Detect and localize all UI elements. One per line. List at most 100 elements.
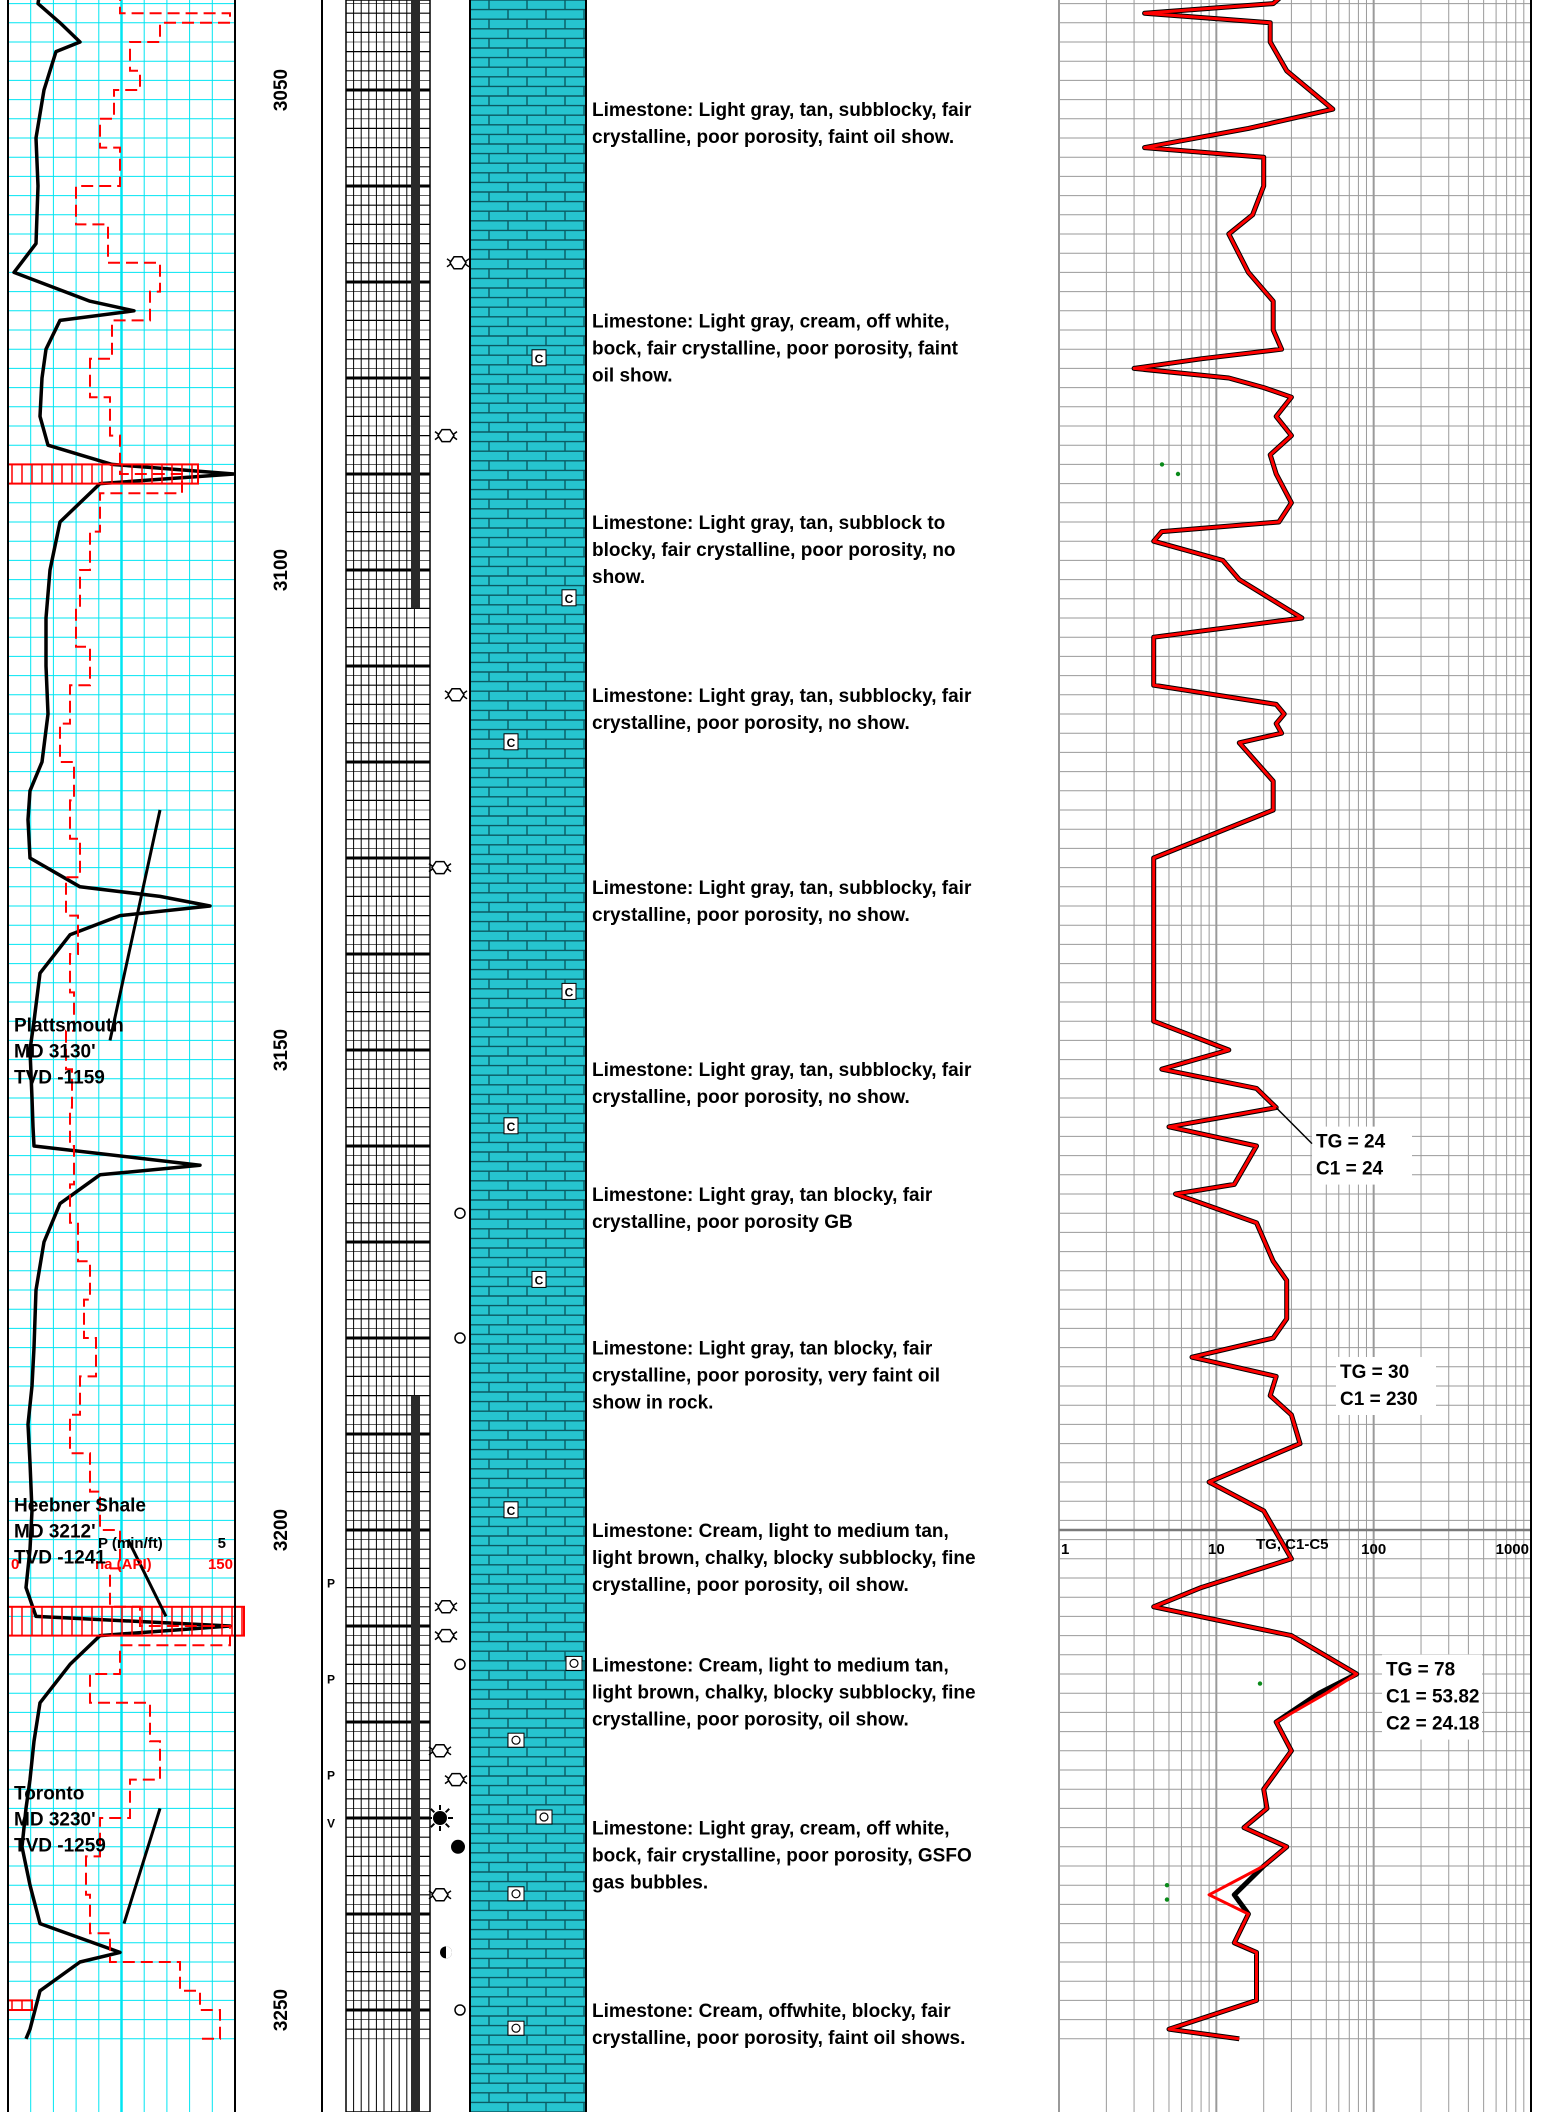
porosity-letter: P	[327, 1769, 335, 1783]
c2-dot	[1159, 462, 1165, 467]
circle-icon	[454, 1658, 466, 1671]
formation-label: TVD -1259	[14, 1836, 106, 1857]
depth-label: 3150	[271, 1029, 292, 1071]
leader-line	[122, 1807, 162, 1925]
depth-label: 3200	[271, 1509, 292, 1551]
formation-label: Toronto	[14, 1784, 84, 1805]
description-line: crystalline, poor porosity GB	[592, 1212, 853, 1233]
chert-label: C	[565, 985, 574, 999]
formation-label: MD 3230'	[14, 1810, 96, 1831]
description-line: bock, fair crystalline, poor porosity, f…	[592, 338, 959, 359]
formation-tops: Plattsmouth MD 3130' TVD -1159 Heebner Shal…	[14, 1016, 146, 1857]
description-line: Limestone: Light gray, tan blocky, fair	[592, 1339, 933, 1360]
cloud-icon	[434, 1628, 458, 1643]
gr-scale-right: 150	[208, 1556, 233, 1573]
formation-label: MD 3130'	[14, 1042, 96, 1063]
cloud-icon	[434, 428, 458, 443]
gas-scale-label: 1000	[1496, 1541, 1529, 1558]
description-line: show.	[592, 567, 645, 588]
chert-label: C	[565, 592, 574, 606]
tg-curve-black	[1131, 0, 1360, 2042]
rop-curve-label: P (min/ft)	[98, 1535, 163, 1552]
rop-curve	[12, 0, 236, 2040]
gas-annotation-line: TG = 78	[1386, 1660, 1455, 1681]
description-line: crystalline, poor porosity, faint oil sh…	[592, 127, 954, 148]
oolite-marker	[565, 1655, 583, 1671]
gas-annotation-line: C2 = 24.18	[1386, 1714, 1480, 1735]
c1-curve-red	[1132, 0, 1359, 2041]
description-line: Limestone: Cream, light to medium tan,	[592, 1655, 949, 1676]
gas-sun-icon	[433, 1811, 447, 1825]
cloud-icon	[428, 1744, 452, 1758]
formation-label: TVD -1159	[14, 1068, 105, 1089]
circle-icon	[454, 2004, 466, 2016]
gas-scale-label: 100	[1361, 1541, 1386, 1558]
gr-curve-label: na (API)	[95, 1556, 152, 1573]
depth-track: 3050 3100 3150 3200 3250	[271, 0, 323, 2112]
description-line: crystalline, poor porosity, faint oil sh…	[592, 2028, 965, 2049]
description-line: Limestone: Cream, light to medium tan,	[592, 1521, 949, 1542]
gas-annotations: TG = 24 C1 = 24 TG = 30 C1 = 230 TG = 78 C1 =…	[1275, 1107, 1482, 1740]
lithology-column: C C C C C C C	[469, 0, 587, 2112]
gr-curve	[59, 0, 231, 2040]
oolite-marker	[507, 2020, 525, 2036]
cloud-icon	[428, 860, 452, 875]
c2-dot	[1175, 471, 1181, 477]
gas-scale-label: 1	[1061, 1541, 1069, 1558]
description-line: bock, fair crystalline, poor porosity, G…	[592, 1846, 972, 1867]
gas-annotation-line: TG = 30	[1340, 1362, 1409, 1383]
formation-label: TVD -1241	[14, 1548, 106, 1569]
description-line: crystalline, poor porosity, no show.	[592, 1087, 910, 1108]
cloud-icon	[444, 688, 468, 702]
chert-marker	[531, 349, 547, 367]
gas-annotation-line: TG = 24	[1316, 1132, 1386, 1153]
oolite-marker	[507, 1886, 525, 1902]
description-line: blocky, fair crystalline, poor porosity,…	[592, 540, 956, 561]
cloud-icon	[444, 1772, 468, 1787]
cloud-icon	[434, 1600, 458, 1614]
gas-annotation-line: C1 = 230	[1340, 1389, 1418, 1410]
description-line: crystalline, poor porosity, no show.	[592, 905, 910, 926]
description-line: Limestone: Light gray, cream, off white,	[592, 311, 950, 332]
description-line: Limestone: Light gray, cream, off white,	[592, 1819, 950, 1840]
formation-label: MD 3212'	[14, 1522, 96, 1543]
description-line: Limestone: Light gray, tan blocky, fair	[592, 1185, 933, 1206]
c2-dot	[1164, 1897, 1170, 1902]
gas-scale-labels: 1 10 100 1000	[1059, 1528, 1531, 1558]
leader-line	[126, 1538, 168, 1618]
chert-marker	[503, 733, 519, 751]
cloud-icon	[428, 1888, 452, 1902]
description-line: Limestone: Light gray, tan, subblocky, f…	[592, 1060, 972, 1081]
chert-marker	[561, 589, 577, 607]
gas-annotation-line: C1 = 24	[1316, 1159, 1384, 1180]
chert-marker	[531, 1270, 547, 1288]
porosity-letter: P	[327, 1673, 335, 1687]
gas-annotation-line: C1 = 53.82	[1386, 1687, 1480, 1708]
description-line: Limestone: Light gray, tan, subblocky, f…	[592, 878, 972, 899]
description-line: show in rock.	[592, 1393, 713, 1414]
description-line: light brown, chalky, blocky subblocky, f…	[592, 1682, 976, 1703]
formation-label: Plattsmouth	[14, 1016, 124, 1037]
accessory-symbols: P P P V	[327, 256, 470, 2016]
oil-stain-icon	[451, 1839, 465, 1854]
depth-label: 3100	[271, 549, 292, 591]
description-line: gas bubbles.	[592, 1873, 708, 1894]
description-line: crystalline, poor porosity, oil show.	[592, 1575, 909, 1596]
cutting-bar	[411, 1395, 420, 2112]
formation-label: Heebner Shale	[14, 1496, 146, 1517]
cutting-bar	[411, 0, 420, 609]
description-line: crystalline, poor porosity, oil show.	[592, 1709, 909, 1730]
lithology-descriptions: Limestone: Light gray, tan, subblocky, f…	[592, 100, 976, 2049]
oolite-marker	[507, 1732, 525, 1748]
description-line: crystalline, poor porosity, very faint o…	[592, 1366, 940, 1387]
porosity-letter: P	[327, 1577, 335, 1591]
porosity-letter: V	[327, 1817, 335, 1831]
depth-labels: 3050 3100 3150 3200 3250	[271, 69, 292, 2031]
circle-icon	[454, 1332, 466, 1344]
description-line: Limestone: Light gray, tan, subblocky, f…	[592, 100, 972, 121]
track1-curve-labels: P (min/ft) 5 0 na (API) 150	[11, 1535, 233, 1573]
track-gamma-rop: P (min/ft) 5 0 na (API) 150 Plattsmouth M…	[7, 0, 245, 2112]
chert-marker	[561, 982, 577, 1000]
grid-column	[345, 0, 471, 2112]
chert-marker	[503, 1117, 519, 1135]
